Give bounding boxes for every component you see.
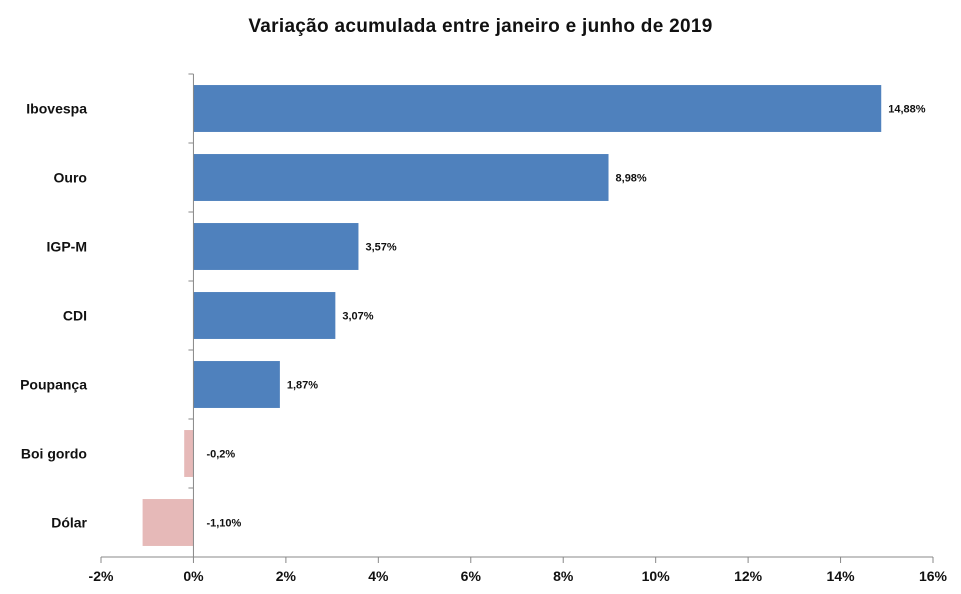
- chart-title: Variação acumulada entre janeiro e junho…: [248, 16, 713, 37]
- data-label: 1,87%: [287, 380, 318, 392]
- bar-4: [193, 361, 280, 408]
- labels-layer: Ibovespa 14,88% Ouro 8,98% IGP-M 3,57% CDI 3,07…: [20, 101, 947, 585]
- x-tick-label: 10%: [642, 568, 671, 584]
- x-tick-label: 12%: [734, 568, 763, 584]
- category-label: Poupança: [20, 377, 87, 393]
- category-label: Ibovespa: [26, 101, 87, 117]
- bar-6: [142, 499, 194, 546]
- category-label: Ouro: [54, 170, 87, 186]
- data-label: -1,10%: [206, 518, 241, 530]
- x-tick-label: 14%: [827, 568, 856, 584]
- bars-layer: [142, 85, 882, 546]
- x-tick-label: 6%: [461, 568, 482, 584]
- x-tick-label: 4%: [368, 568, 389, 584]
- bar-1: [193, 154, 609, 201]
- x-tick-label: 0%: [183, 568, 204, 584]
- data-label: -0,2%: [206, 449, 235, 461]
- data-label: 3,07%: [342, 311, 373, 323]
- x-tick-label: -2%: [89, 568, 114, 584]
- bar-0: [193, 85, 882, 132]
- data-label: 3,57%: [365, 242, 396, 254]
- axes-layer: [100, 73, 934, 563]
- data-label: 14,88%: [888, 104, 926, 116]
- category-label: IGP-M: [47, 239, 87, 255]
- category-label: Dólar: [51, 515, 87, 531]
- bar-2: [193, 223, 359, 270]
- bar-3: [193, 292, 336, 339]
- category-label: Boi gordo: [21, 446, 87, 462]
- x-tick-label: 16%: [919, 568, 948, 584]
- category-label: CDI: [63, 308, 87, 324]
- x-tick-label: 2%: [276, 568, 297, 584]
- bar-5: [184, 430, 194, 477]
- data-label: 8,98%: [616, 173, 647, 185]
- x-tick-label: 8%: [553, 568, 574, 584]
